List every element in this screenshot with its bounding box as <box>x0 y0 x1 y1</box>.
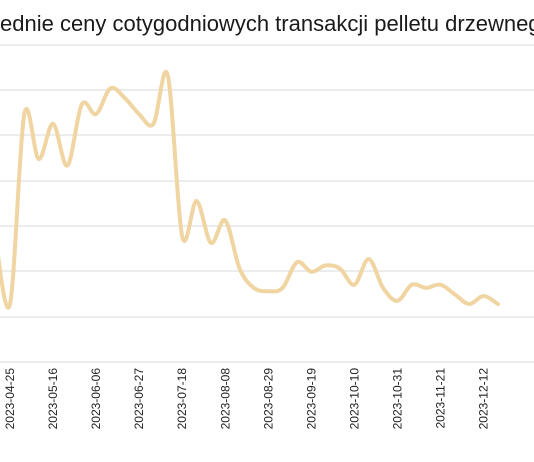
data-point <box>8 302 12 306</box>
chart-title: Średnie ceny cotygodniowych transakcji p… <box>0 11 534 36</box>
data-point <box>424 286 428 290</box>
x-tick-label: 2023-06-27 <box>132 368 146 430</box>
x-tick-label: 2023-10-10 <box>347 368 361 430</box>
data-point <box>439 283 443 287</box>
data-point <box>22 112 26 116</box>
data-point <box>266 289 270 293</box>
data-point <box>137 112 141 116</box>
data-point <box>281 286 285 290</box>
data-point <box>209 241 213 245</box>
data-point <box>238 267 242 271</box>
data-point <box>223 218 227 222</box>
data-point <box>295 260 299 264</box>
x-tick-label: 2023-10-31 <box>390 368 404 430</box>
data-point <box>252 286 256 290</box>
x-tick-label: 2023-05-16 <box>46 368 60 430</box>
data-point <box>123 96 127 100</box>
data-point <box>496 302 500 306</box>
data-point <box>152 122 156 126</box>
x-tick-label: 2023-11-21 <box>434 368 448 429</box>
data-point <box>467 302 471 306</box>
series-line <box>0 70 500 310</box>
data-point <box>352 283 356 287</box>
data-point <box>80 102 84 106</box>
x-tick-label: 2023-08-29 <box>261 368 275 430</box>
data-point <box>37 157 41 161</box>
data-point <box>381 286 385 290</box>
data-point <box>324 263 328 267</box>
data-point <box>166 73 170 77</box>
grid-lines <box>0 44 534 363</box>
data-point <box>51 122 55 126</box>
x-tick-label: 2023-08-08 <box>218 368 232 430</box>
data-point <box>410 283 414 287</box>
data-point <box>195 199 199 203</box>
data-point <box>180 234 184 238</box>
x-tick-label: 2023-04-25 <box>3 368 17 430</box>
data-point <box>395 299 399 303</box>
series-layer <box>0 70 500 310</box>
x-tick-label: 2023-12-12 <box>477 368 491 430</box>
x-tick-label: 2023-06-06 <box>89 368 103 430</box>
data-point <box>108 86 112 90</box>
x-tick-label: 2023-09-19 <box>304 368 318 430</box>
data-point <box>94 112 98 116</box>
data-point <box>453 292 457 296</box>
data-point <box>367 257 371 261</box>
x-axis-tick-labels: 2023-04-25 2023-05-16 2023-06-06 2023-06-27… <box>3 368 491 430</box>
data-point <box>338 267 342 271</box>
data-point <box>482 294 486 298</box>
data-point <box>65 164 69 168</box>
x-tick-label: 2023-07-18 <box>175 368 189 430</box>
data-point <box>309 270 313 274</box>
